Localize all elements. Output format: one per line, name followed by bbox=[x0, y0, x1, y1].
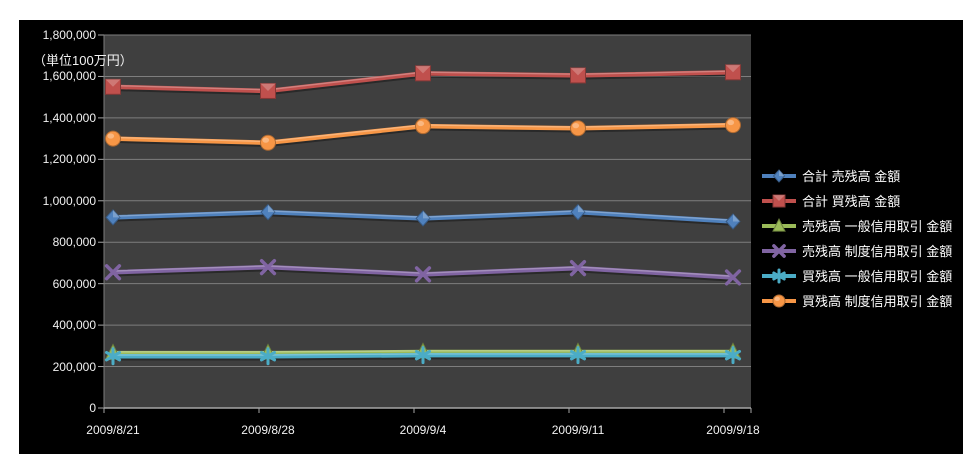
asterisk-marker bbox=[724, 346, 742, 365]
x-axis-label: 2009/9/18 bbox=[706, 423, 760, 437]
y-axis-label: 400,000 bbox=[52, 318, 96, 333]
square-marker bbox=[570, 67, 586, 84]
plot-area-svg bbox=[98, 34, 752, 413]
x-axis-label: 2009/9/4 bbox=[399, 423, 447, 437]
diamond-marker bbox=[105, 209, 121, 226]
x-axis-label: 2009/9/11 bbox=[551, 423, 605, 437]
circle-legend-icon bbox=[762, 294, 796, 307]
asterisk-marker bbox=[772, 268, 786, 283]
x-axis-label: 2009/8/21 bbox=[86, 423, 140, 437]
square-legend-icon bbox=[762, 194, 796, 207]
x-marker bbox=[724, 269, 742, 286]
series-diamond bbox=[105, 203, 741, 230]
series-square bbox=[105, 64, 741, 99]
x-marker bbox=[104, 264, 122, 281]
y-axis-label: 800,000 bbox=[52, 235, 96, 250]
x-marker bbox=[569, 260, 587, 277]
legend-item[interactable]: 買残高 制度信用取引 金額 bbox=[761, 288, 952, 313]
y-axis-label: 200,000 bbox=[52, 359, 96, 374]
y-axis-label: 1,800,000 bbox=[42, 28, 96, 42]
circle-marker bbox=[772, 294, 786, 307]
circle-marker bbox=[415, 118, 431, 135]
asterisk-marker bbox=[104, 347, 122, 366]
y-axis-label: 1,400,000 bbox=[42, 110, 96, 125]
circle-marker bbox=[725, 117, 741, 134]
y-axis-label: 0 bbox=[89, 401, 96, 415]
diamond-marker bbox=[570, 203, 586, 221]
asterisk-legend-icon bbox=[762, 268, 796, 283]
series-x bbox=[104, 258, 742, 286]
diamond-marker bbox=[415, 210, 431, 227]
legend-item[interactable]: 合計 売残高 金額 bbox=[761, 163, 952, 188]
diamond-marker bbox=[260, 203, 276, 221]
triangle-legend-icon bbox=[762, 217, 796, 232]
square-marker bbox=[415, 65, 431, 82]
asterisk-marker bbox=[414, 346, 432, 365]
legend-label: 売残高 制度信用取引 金額 bbox=[802, 244, 953, 259]
asterisk-marker bbox=[569, 346, 587, 365]
x-marker bbox=[772, 243, 786, 258]
legend-label: 合計 売残高 金額 bbox=[802, 169, 901, 184]
square-marker bbox=[105, 78, 121, 95]
legend-item[interactable]: 売残高 一般信用取引 金額 bbox=[761, 213, 952, 238]
x-marker bbox=[414, 266, 432, 283]
square-marker bbox=[772, 194, 786, 207]
y-axis-label: 1,200,000 bbox=[42, 152, 96, 167]
y-axis-label: 600,000 bbox=[52, 276, 96, 291]
legend-item[interactable]: 合計 買残高 金額 bbox=[761, 188, 952, 213]
series-circle bbox=[105, 117, 741, 151]
asterisk-marker bbox=[259, 347, 277, 366]
triangle-marker bbox=[772, 217, 786, 232]
x-legend-icon bbox=[762, 243, 796, 258]
series-asterisk bbox=[104, 346, 742, 366]
legend-label: 買残高 制度信用取引 金額 bbox=[802, 294, 953, 309]
legend-item[interactable]: 売残高 制度信用取引 金額 bbox=[761, 238, 952, 263]
x-marker bbox=[259, 258, 277, 276]
y-axis-label: 1,600,000 bbox=[42, 69, 96, 84]
legend-label: 合計 買残高 金額 bbox=[802, 194, 901, 209]
line-chart[interactable]: （単位100万円） 0 200,000 400,000 600,000 800,000 1… bbox=[19, 20, 963, 454]
unit-annotation: （単位100万円） bbox=[33, 53, 133, 68]
legend-label: 買残高 一般信用取引 金額 bbox=[802, 269, 953, 284]
circle-marker bbox=[260, 134, 276, 151]
chart-legend: 合計 売残高 金額 合計 買残高 金額売残高 一般信用取引 金額 売残高 制度信用取… bbox=[761, 163, 952, 313]
legend-label: 売残高 一般信用取引 金額 bbox=[802, 219, 953, 234]
diamond-marker bbox=[725, 213, 741, 230]
y-axis-label: 1,000,000 bbox=[42, 193, 96, 208]
diamond-marker bbox=[772, 168, 786, 183]
circle-marker bbox=[570, 120, 586, 137]
x-axis-label: 2009/8/28 bbox=[241, 423, 295, 437]
circle-marker bbox=[105, 130, 121, 147]
diamond-legend-icon bbox=[762, 168, 796, 183]
square-marker bbox=[725, 64, 741, 81]
legend-item[interactable]: 買残高 一般信用取引 金額 bbox=[761, 263, 952, 288]
square-marker bbox=[260, 82, 276, 99]
